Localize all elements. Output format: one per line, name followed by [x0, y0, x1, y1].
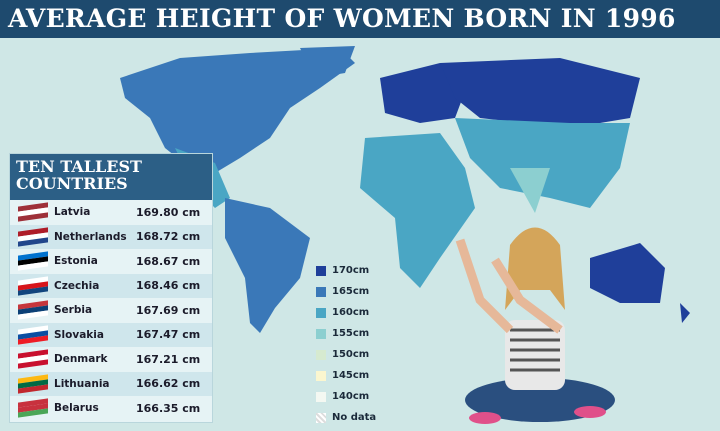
flag-icon — [18, 300, 48, 320]
country-name: Belarus — [54, 402, 99, 415]
legend-item: 150cm — [316, 344, 376, 365]
country-name: Denmark — [54, 353, 108, 366]
country-name: Netherlands — [54, 230, 127, 243]
table-row: Denmark 167.21 cm — [10, 347, 212, 372]
legend-item: 160cm — [316, 302, 376, 323]
legend-swatch — [316, 307, 326, 318]
country-height: 168.46 cm — [136, 279, 201, 293]
map-legend: 170cm 165cm 160cm 155cm 150cm 145cm 140cm No da… — [316, 260, 376, 428]
north-america — [120, 48, 355, 173]
legend-swatch — [316, 370, 326, 381]
country-name: Lithuania — [54, 377, 110, 390]
heading-line-1: TEN TALLEST — [16, 157, 142, 176]
flag-icon — [18, 374, 48, 394]
legend-item: 140cm — [316, 386, 376, 407]
legend-item: 145cm — [316, 365, 376, 386]
woman-photo — [455, 227, 615, 424]
table-row: Estonia 168.67 cm — [10, 249, 212, 274]
legend-label: 140cm — [332, 391, 370, 402]
flag-icon — [18, 276, 48, 296]
table-row: Slovakia 167.47 cm — [10, 322, 212, 347]
india — [510, 168, 550, 213]
table-row: Serbia 167.69 cm — [10, 298, 212, 323]
flag-icon — [18, 325, 48, 345]
legend-label: 155cm — [332, 328, 370, 339]
russia — [440, 58, 640, 128]
country-height: 166.62 cm — [136, 377, 201, 391]
australia — [590, 243, 665, 303]
legend-label: 160cm — [332, 307, 370, 318]
legend-label: 145cm — [332, 370, 370, 381]
world-map — [120, 46, 690, 333]
table-row: Netherlands 168.72 cm — [10, 224, 212, 249]
legend-swatch — [316, 265, 326, 276]
country-height: 168.67 cm — [136, 254, 201, 268]
table-row: Belarus 166.35 cm — [10, 396, 212, 421]
country-height: 167.47 cm — [136, 328, 201, 342]
legend-label: 150cm — [332, 349, 370, 360]
page-title: AVERAGE HEIGHT OF WOMEN BORN IN 1996 — [0, 0, 720, 38]
table-row: Czechia 168.46 cm — [10, 273, 212, 298]
flag-icon — [18, 349, 48, 369]
table-row: Lithuania 166.62 cm — [10, 371, 212, 396]
legend-item: 170cm — [316, 260, 376, 281]
south-america — [225, 198, 310, 333]
heading-line-2: COUNTRIES — [16, 174, 128, 193]
flag-icon — [18, 251, 48, 271]
country-height: 168.72 cm — [136, 230, 201, 244]
legend-swatch — [316, 328, 326, 339]
country-name: Estonia — [54, 255, 98, 268]
legend-label: 165cm — [332, 286, 370, 297]
asia — [455, 118, 630, 208]
country-name: Latvia — [54, 206, 91, 219]
country-name: Slovakia — [54, 328, 104, 341]
legend-item: 155cm — [316, 323, 376, 344]
country-height: 167.21 cm — [136, 352, 201, 366]
legend-label: No data — [332, 412, 377, 423]
legend-item: No data — [316, 407, 376, 428]
legend-swatch — [316, 286, 326, 297]
country-name: Serbia — [54, 304, 93, 317]
new-zealand — [680, 303, 690, 323]
legend-label: 170cm — [332, 265, 370, 276]
legend-swatch — [316, 391, 326, 402]
africa — [360, 133, 475, 288]
legend-swatch — [316, 412, 326, 423]
legend-item: 165cm — [316, 281, 376, 302]
table-row: Latvia 169.80 cm — [10, 200, 212, 225]
country-height: 166.35 cm — [136, 401, 201, 415]
legend-swatch — [316, 349, 326, 360]
table-heading: TEN TALLEST COUNTRIES — [10, 154, 212, 200]
ten-tallest-table: TEN TALLEST COUNTRIES Latvia 169.80 cm Net… — [9, 153, 213, 423]
flag-icon — [18, 398, 48, 418]
country-height: 169.80 cm — [136, 205, 201, 219]
country-height: 167.69 cm — [136, 303, 201, 317]
country-name: Czechia — [54, 279, 100, 292]
flag-icon — [18, 227, 48, 247]
flag-icon — [18, 202, 48, 222]
greenland — [300, 46, 355, 78]
